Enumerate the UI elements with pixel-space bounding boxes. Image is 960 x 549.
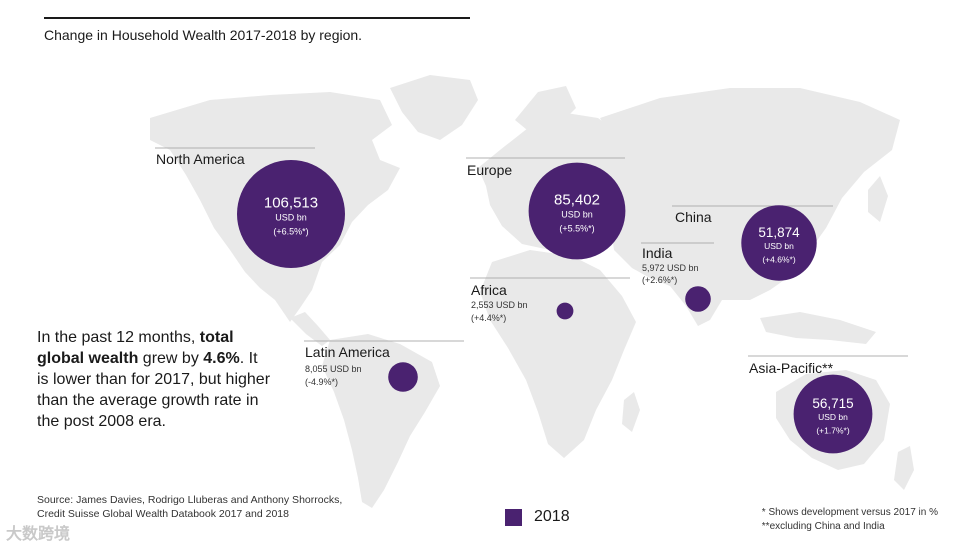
summary-part2: grew by <box>138 350 204 367</box>
se-asia-islands-shape <box>760 312 876 344</box>
source-note: Source: James Davies, Rodrigo Lluberas a… <box>37 493 342 521</box>
africa-shape <box>480 250 636 458</box>
label-asia-pacific: Asia-Pacific** <box>749 360 834 376</box>
madagascar-shape <box>622 392 640 432</box>
chart-title: Change in Household Wealth 2017-2018 by … <box>44 27 363 43</box>
bubble-value-china: 51,874 <box>758 225 800 240</box>
footnote-1: * Shows development versus 2017 in % <box>761 507 938 518</box>
bubble-asia-pacific <box>793 374 873 454</box>
greenland-shape <box>390 75 478 140</box>
bubble-change-asia-pacific: (+1.7%*) <box>816 426 849 436</box>
bubble-value-asia-pacific: 56,715 <box>812 396 853 411</box>
bubble-change-china: (+4.6%*) <box>762 255 795 265</box>
footnote-2: **excluding China and India <box>761 521 885 532</box>
bubble-china <box>741 205 817 281</box>
legend-label: 2018 <box>534 508 570 525</box>
change-india: (+2.6%*) <box>642 275 677 285</box>
south-america-shape <box>322 334 440 508</box>
bubble-value-north-america: 106,513 <box>264 194 318 211</box>
summary-text: In the past 12 months, total global weal… <box>37 327 272 432</box>
legend: 2018 <box>505 508 570 526</box>
change-latin-america: (-4.9%*) <box>305 377 338 387</box>
label-europe: Europe <box>467 162 512 178</box>
bubble-unit-europe: USD bn <box>561 209 593 219</box>
label-india: India <box>642 245 673 261</box>
new-zealand-shape <box>894 446 914 490</box>
bubble-north-america <box>237 160 345 268</box>
summary-part1: In the past 12 months, <box>37 329 200 346</box>
summary-bold1: total global wealth <box>37 329 234 367</box>
asia-shape <box>600 88 900 326</box>
bubble-change-europe: (+5.5%*) <box>559 224 594 234</box>
bubble-africa <box>556 302 574 320</box>
label-rules <box>155 147 908 357</box>
bubble-latin-america <box>388 362 418 392</box>
japan-shape <box>868 176 888 222</box>
central-america-shape <box>290 312 330 346</box>
value-africa: 2,553 USD bn <box>471 300 528 310</box>
summary-bold2: 4.6% <box>203 350 240 367</box>
continents <box>150 75 914 508</box>
scandinavia-shape <box>515 86 576 134</box>
value-india: 5,972 USD bn <box>642 263 699 273</box>
bubble-change-north-america: (+6.5%*) <box>273 227 308 237</box>
change-africa: (+4.4%*) <box>471 313 506 323</box>
value-latin-america: 8,055 USD bn <box>305 364 362 374</box>
label-latin-america: Latin America <box>305 344 390 360</box>
label-china: China <box>675 209 712 225</box>
source-line-2: Credit Suisse Global Wealth Databook 201… <box>37 508 289 520</box>
source-line-1: Source: James Davies, Rodrigo Lluberas a… <box>37 494 343 506</box>
top-rule <box>44 17 470 19</box>
summary-part3: . It is lower than for 2017, but higher … <box>37 350 271 430</box>
bubble-unit-north-america: USD bn <box>275 212 307 222</box>
label-africa: Africa <box>471 282 507 298</box>
bubble-unit-asia-pacific: USD bn <box>818 412 848 422</box>
footnotes: * Shows development versus 2017 in % **e… <box>762 506 938 534</box>
legend-swatch <box>505 508 522 526</box>
bubble-europe <box>528 162 626 260</box>
bubble-value-europe: 85,402 <box>554 191 600 208</box>
bubble-india <box>685 286 711 312</box>
label-north-america: North America <box>156 151 245 167</box>
bubble-unit-china: USD bn <box>764 241 794 251</box>
watermark-text: 大数跨境 <box>6 526 71 543</box>
